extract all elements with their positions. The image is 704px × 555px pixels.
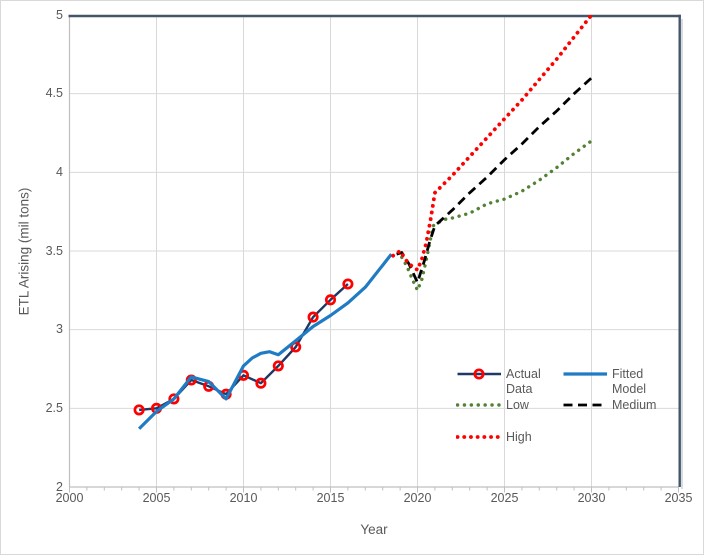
x-tick-label: 2000	[55, 491, 84, 505]
y-tick-label: 2	[56, 479, 63, 494]
series-line-high	[391, 13, 594, 272]
data-point-marker	[307, 311, 319, 323]
legend-label: High	[506, 430, 532, 444]
x-tick-label: 2005	[142, 491, 171, 505]
data-point-marker	[290, 341, 302, 353]
legend-label: Low	[506, 398, 529, 412]
fitted-model-legend-marker	[563, 372, 607, 376]
legend-label: Fitted Model	[612, 367, 647, 396]
x-tick-label: 2015	[316, 491, 345, 505]
data-point-marker	[255, 377, 267, 389]
y-tick-label: 3	[56, 322, 63, 337]
y-tick-label: 4.5	[45, 86, 63, 101]
data-point-marker	[168, 393, 180, 405]
legend-item-actual-data: Actual Data	[456, 367, 564, 397]
x-axis-title: Year	[360, 522, 388, 537]
data-point-marker	[342, 278, 354, 290]
low-legend-marker	[456, 403, 502, 407]
x-tick-label: 2030	[577, 491, 606, 505]
series-line-medium	[396, 76, 593, 284]
high-legend-marker	[456, 435, 502, 439]
actual-data-legend-marker	[457, 368, 501, 380]
legend-item-low: Low	[456, 398, 564, 413]
data-point-marker	[324, 294, 337, 306]
x-tick-label: 2035	[664, 491, 693, 505]
series-line-fitted-model	[137, 253, 393, 430]
y-tick-label: 3.5	[45, 243, 63, 258]
legend-label: Medium	[612, 398, 657, 412]
x-tick-label: 2025	[490, 491, 519, 505]
x-tick-label: 2020	[403, 491, 432, 505]
y-tick-label: 5	[56, 7, 63, 22]
x-tick-label: 2010	[229, 491, 258, 505]
legend-label: Actual Data	[506, 367, 541, 396]
y-tick-label: 4	[56, 164, 63, 179]
legend-item-fitted-model: Fitted Model	[562, 367, 670, 397]
medium-legend-marker	[563, 403, 607, 407]
data-point-marker	[272, 360, 284, 372]
y-tick-label: 2.5	[45, 400, 63, 415]
series-line-low	[400, 139, 594, 292]
legend-item-medium: Medium	[562, 398, 670, 413]
legend-item-high: High	[456, 430, 564, 445]
data-point-marker	[133, 404, 145, 416]
